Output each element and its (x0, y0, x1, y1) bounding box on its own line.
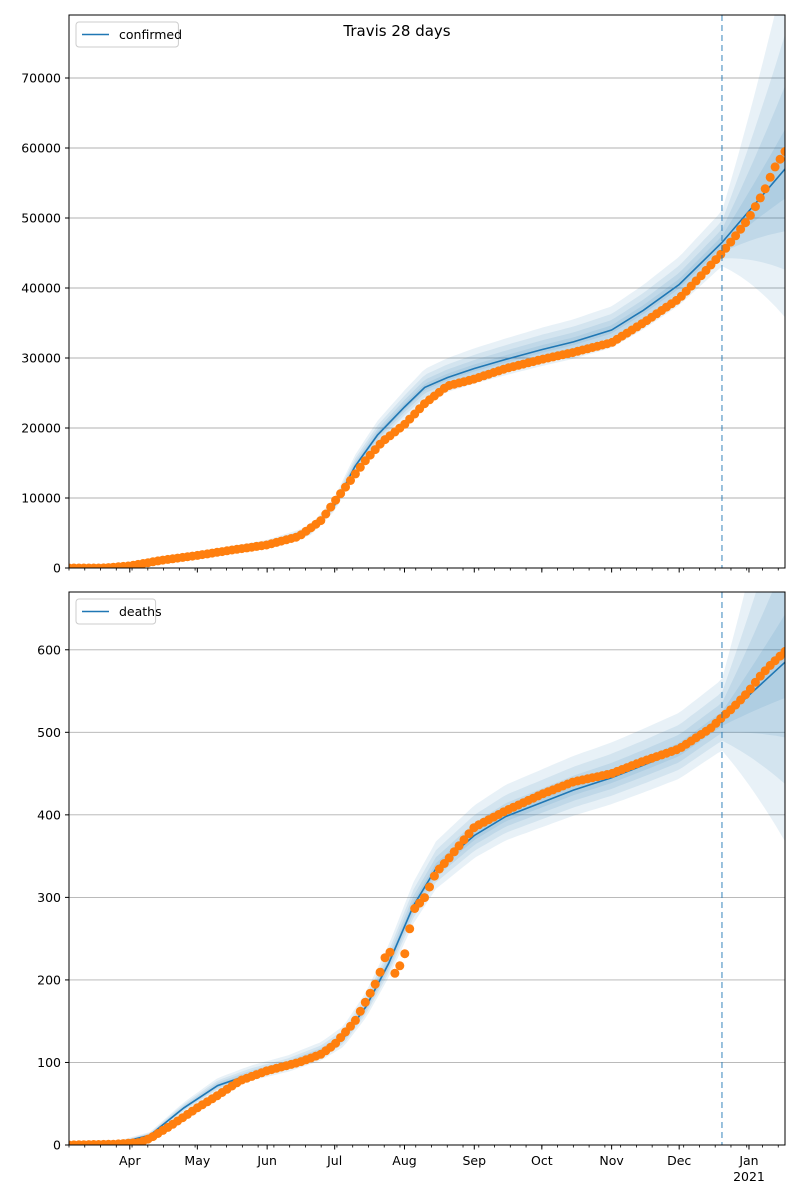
y-tick-label: 40000 (21, 281, 61, 296)
observed-point (731, 231, 741, 241)
x-tick-label: Jun (256, 1153, 277, 1168)
axes-frame (68, 591, 786, 1146)
uncertainty-band (69, 592, 785, 1145)
x-tick-label: Apr (119, 1153, 141, 1168)
observed-point (721, 243, 731, 253)
observed-point (405, 924, 415, 934)
observed-point (780, 147, 785, 156)
observed-point (350, 1015, 360, 1025)
observed-point (370, 979, 380, 989)
y-tick-label: 30000 (21, 351, 61, 366)
observed-point (745, 210, 755, 220)
observed-point (346, 476, 355, 485)
observed-point (454, 841, 464, 851)
y-tick-label: 300 (37, 890, 61, 905)
plot-area (69, 15, 785, 568)
y-tick-label: 60000 (21, 141, 61, 156)
observed-point (365, 988, 375, 998)
y-tick-label: 50000 (21, 211, 61, 226)
observed-point (326, 502, 336, 512)
y-tick-label: 600 (37, 642, 61, 657)
observed-point (716, 249, 726, 259)
observed-point (341, 482, 350, 492)
observed-point (741, 218, 750, 228)
observed-point (385, 947, 395, 957)
observed-point (355, 1006, 365, 1016)
x-tick-label: Oct (531, 1153, 553, 1168)
y-tick-label: 500 (37, 725, 61, 740)
observed-point (755, 193, 765, 203)
observed-point (765, 172, 775, 182)
observed-point (360, 997, 370, 1007)
observed-point (316, 516, 326, 526)
observed-point (750, 677, 760, 687)
y-tick-label: 20000 (21, 421, 61, 436)
figure-title: Travis 28 days (342, 22, 450, 40)
observed-point (750, 202, 760, 212)
observed-point (760, 184, 770, 194)
observed-point (444, 853, 454, 863)
uncertainty-band (69, 86, 785, 568)
observed-point (375, 967, 385, 977)
x-tick-label: Jul (326, 1153, 342, 1168)
observed-point (336, 489, 346, 499)
observed-point (321, 509, 331, 519)
observed-point (745, 684, 755, 694)
confirmed-panel: 0 10000 20000 30000 40000 50000 60000 70000 conf… (21, 14, 786, 576)
y-tick-label: 0 (53, 1138, 61, 1153)
observed-point (449, 847, 459, 857)
x-tick-label: Dec (667, 1153, 691, 1168)
x-tick-label: Jan (738, 1153, 758, 1168)
x-tick-label: Aug (392, 1153, 416, 1168)
x-tick-label: Sep (463, 1153, 487, 1168)
legend-label: deaths (119, 604, 162, 619)
observed-point (395, 961, 405, 971)
observed-point (350, 469, 360, 479)
uncertainty-band (69, 614, 785, 1145)
x-tick-label: 2021 (733, 1169, 765, 1184)
uncertainty-band (69, 34, 785, 568)
legend-label: confirmed (119, 27, 182, 42)
plot-area (69, 592, 785, 1145)
deaths-panel: 0 100 200 300 400 500 600 Apr May Jun Jul Aug Sep Oct… (37, 591, 786, 1184)
y-tick-label: 100 (37, 1055, 61, 1070)
uncertainty-band (69, 129, 785, 568)
x-tick-label: Nov (599, 1153, 624, 1168)
observed-point (425, 882, 434, 892)
observed-point (736, 224, 746, 234)
uncertainty-band (69, 592, 785, 1145)
observed-point (459, 835, 469, 845)
y-tick-label: 200 (37, 972, 61, 987)
observed-point (775, 154, 785, 164)
observed-point (390, 968, 400, 978)
observed-point (429, 871, 439, 881)
y-tick-label: 400 (37, 807, 61, 822)
y-tick-label: 70000 (21, 71, 61, 86)
legend-box (75, 598, 157, 625)
observed-point (464, 829, 474, 839)
observed-point (770, 162, 780, 172)
observed-point (780, 646, 785, 656)
observed-point (400, 949, 410, 959)
observed-point (726, 237, 736, 247)
observed-point (346, 1021, 355, 1031)
y-tick-label: 10000 (21, 491, 61, 506)
legend-box (75, 21, 179, 48)
observed-point (331, 495, 341, 505)
uncertainty-band (69, 15, 785, 568)
observed-point (420, 893, 429, 903)
y-tick-label: 0 (53, 561, 61, 576)
axes-frame (68, 14, 786, 569)
observed-point (355, 462, 365, 472)
x-tick-label: May (184, 1153, 210, 1168)
